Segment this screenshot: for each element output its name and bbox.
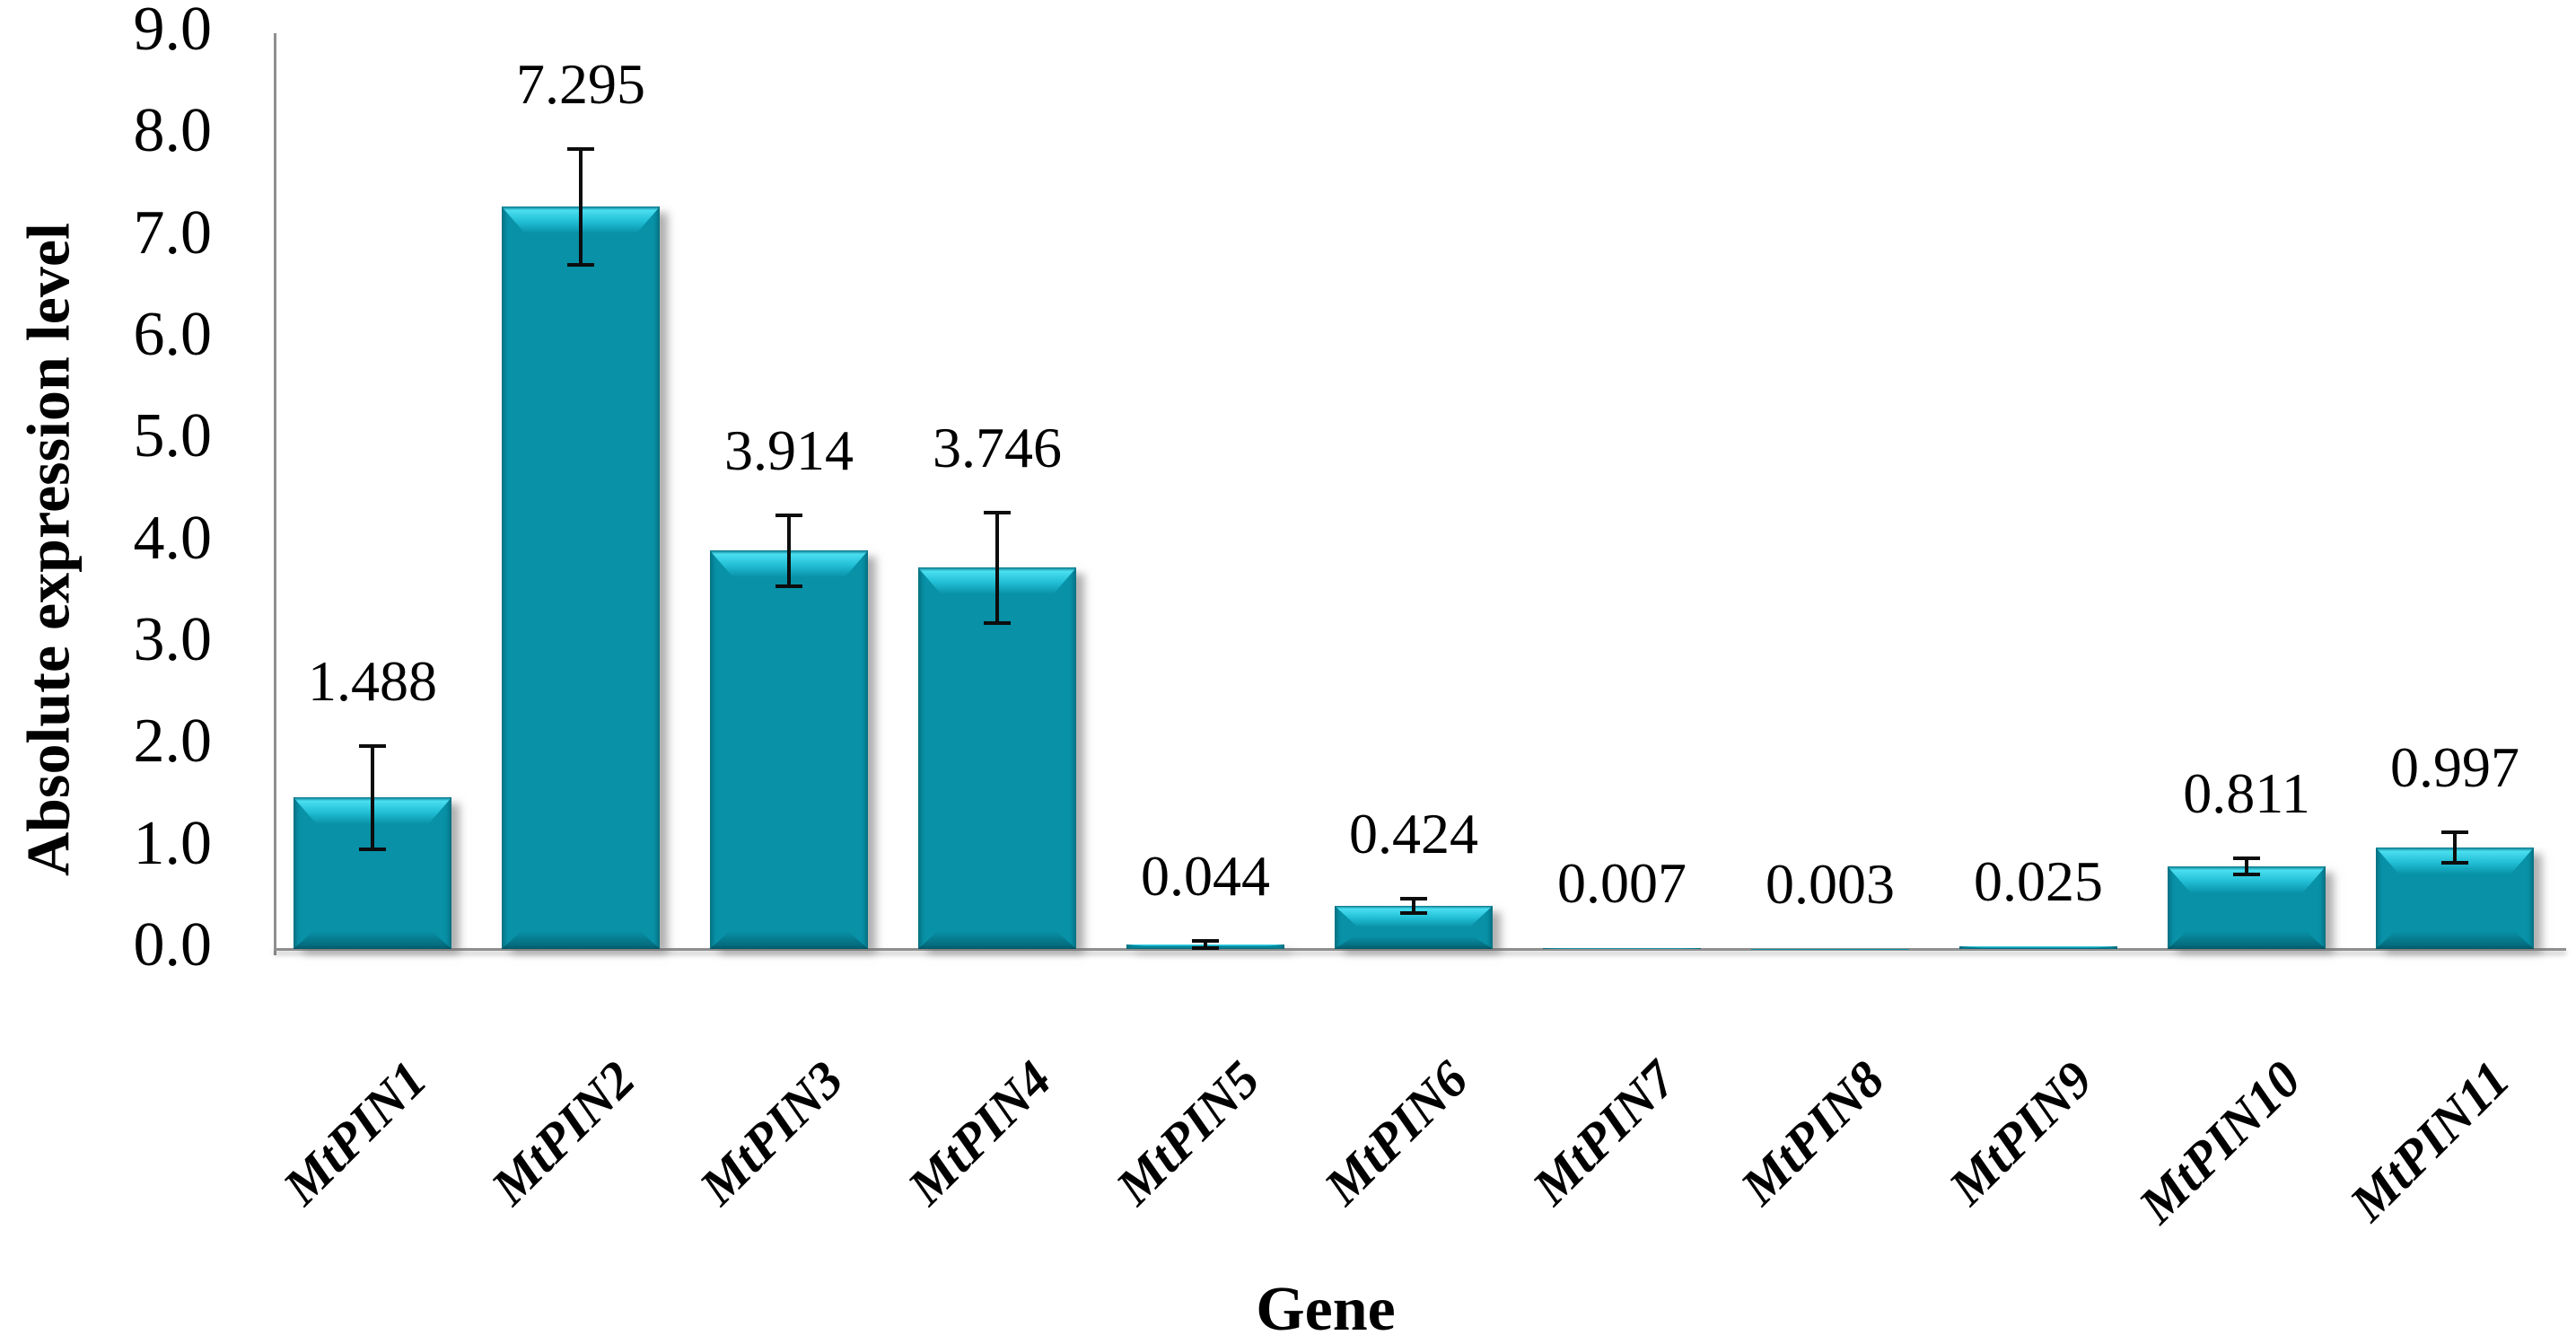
y-tick-label: 4.0 bbox=[133, 503, 213, 573]
error-bar-line bbox=[2453, 832, 2457, 863]
error-bar-cap bbox=[984, 511, 1011, 515]
x-tick-label: MtPIN3 bbox=[688, 1050, 855, 1217]
error-bar-cap bbox=[775, 513, 802, 517]
x-tick-label: MtPIN10 bbox=[2127, 1050, 2313, 1234]
x-tick-label: MtPIN1 bbox=[272, 1050, 439, 1217]
error-bar-cap bbox=[775, 584, 802, 589]
bar bbox=[502, 206, 660, 949]
value-label: 0.025 bbox=[1974, 849, 2103, 914]
x-tick-label: MtPIN8 bbox=[1730, 1050, 1897, 1217]
y-tick-label: 6.0 bbox=[133, 300, 213, 369]
bar bbox=[1543, 948, 1701, 949]
error-bar-line bbox=[1412, 899, 1415, 913]
error-bar-cap bbox=[567, 146, 594, 151]
bar bbox=[710, 550, 868, 949]
value-label: 0.007 bbox=[1557, 851, 1687, 916]
value-label: 1.488 bbox=[308, 648, 437, 713]
error-bar-cap bbox=[2233, 856, 2260, 861]
error-bar-cap bbox=[1400, 897, 1427, 900]
bar bbox=[918, 567, 1076, 949]
value-label: 0.811 bbox=[2183, 761, 2310, 826]
value-label: 7.295 bbox=[516, 51, 645, 116]
y-tick-label: 5.0 bbox=[133, 401, 213, 471]
value-label: 0.997 bbox=[2390, 735, 2519, 799]
x-tick-label: MtPIN5 bbox=[1105, 1050, 1272, 1217]
x-axis-line bbox=[274, 948, 2566, 951]
error-bar-line bbox=[371, 745, 374, 850]
error-bar-cap bbox=[2233, 873, 2260, 877]
error-bar-line bbox=[579, 148, 583, 265]
x-tick-label: MtPIN2 bbox=[480, 1050, 647, 1217]
error-bar-line bbox=[787, 514, 791, 587]
value-label: 3.746 bbox=[933, 416, 1062, 480]
error-bar-line bbox=[995, 513, 999, 623]
error-bar-cap bbox=[2441, 861, 2468, 865]
value-label: 3.914 bbox=[724, 417, 854, 482]
error-bar-cap bbox=[2441, 830, 2468, 834]
error-bar-line bbox=[2245, 858, 2248, 875]
y-tick-label: 8.0 bbox=[133, 96, 213, 166]
bar bbox=[1959, 946, 2117, 949]
error-bar-line bbox=[1204, 941, 1207, 948]
y-tick-label: 9.0 bbox=[133, 0, 213, 64]
error-bar-cap bbox=[1192, 939, 1219, 944]
x-tick-label: MtPIN7 bbox=[1521, 1050, 1688, 1217]
y-tick-label: 7.0 bbox=[133, 198, 213, 268]
value-label: 0.044 bbox=[1141, 844, 1270, 909]
error-bar-cap bbox=[567, 262, 594, 267]
error-bar-cap bbox=[359, 848, 386, 852]
x-tick-label: MtPIN11 bbox=[2337, 1050, 2521, 1233]
value-label: 0.424 bbox=[1349, 802, 1478, 865]
error-bar-cap bbox=[1192, 945, 1219, 950]
y-axis-line bbox=[274, 33, 276, 955]
y-tick-label: 2.0 bbox=[133, 707, 213, 777]
y-tick-label: 0.0 bbox=[133, 910, 213, 979]
x-tick-label: MtPIN9 bbox=[1938, 1050, 2105, 1217]
error-bar-cap bbox=[359, 743, 386, 748]
bar bbox=[2168, 866, 2326, 949]
error-bar-cap bbox=[984, 620, 1011, 625]
x-tick-label: MtPIN4 bbox=[897, 1050, 1064, 1217]
y-tick-label: 1.0 bbox=[133, 808, 213, 878]
value-label: 0.003 bbox=[1766, 851, 1895, 916]
x-axis-title: Gene bbox=[1256, 1275, 1396, 1344]
error-bar-cap bbox=[1400, 910, 1427, 915]
y-tick-label: 3.0 bbox=[133, 605, 213, 674]
x-tick-label: MtPIN6 bbox=[1313, 1050, 1480, 1217]
